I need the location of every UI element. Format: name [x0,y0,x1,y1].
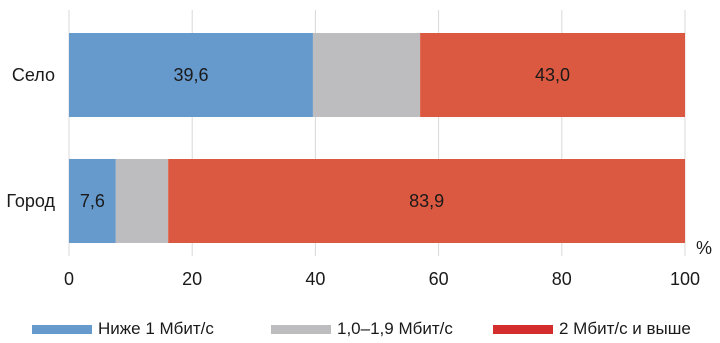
legend-swatch [493,324,553,334]
category-labels: Село Город [6,65,55,211]
legend-label: 2 Мбит/с и выше [559,319,691,338]
bar-segment [69,159,116,243]
legend-swatch [32,324,92,334]
data-label: 83,9 [409,191,444,211]
bar-segment [115,159,169,243]
data-label: 7,6 [80,191,105,211]
legend-item-2-and-above: 2 Мбит/с и выше [493,318,691,340]
legend-swatch [271,324,331,334]
x-tick-label: 80 [552,269,572,289]
legend-label: Ниже 1 Мбит/с [98,319,214,338]
data-label: 39,6 [173,65,208,85]
x-tick-label: 60 [429,269,449,289]
bar-segment [420,33,685,117]
bar-segment [69,33,313,117]
stacked-bar-chart: 39,6 43,0 7,6 83,9 Село Город 0 20 40 60 80 100 % [6,10,712,289]
bar-segment [168,159,685,243]
x-tick-label: 20 [182,269,202,289]
x-axis-unit: % [696,238,712,258]
legend: Ниже 1 Мбит/с 1,0–1,9 Мбит/с 2 Мбит/с и … [0,318,720,340]
category-label: Город [6,191,55,211]
legend-label: 1,0–1,9 Мбит/с [337,319,453,338]
x-tick-labels: 0 20 40 60 80 100 [64,269,700,289]
x-tick-label: 100 [670,269,700,289]
category-label: Село [12,65,55,85]
x-tick-label: 0 [64,269,74,289]
legend-item-below-1: Ниже 1 Мбит/с [32,318,214,340]
data-label: 43,0 [535,65,570,85]
x-tick-label: 40 [305,269,325,289]
bars: 39,6 43,0 7,6 83,9 [69,33,685,243]
legend-item-1-to-1-9: 1,0–1,9 Мбит/с [271,318,453,340]
bar-segment [312,33,421,117]
